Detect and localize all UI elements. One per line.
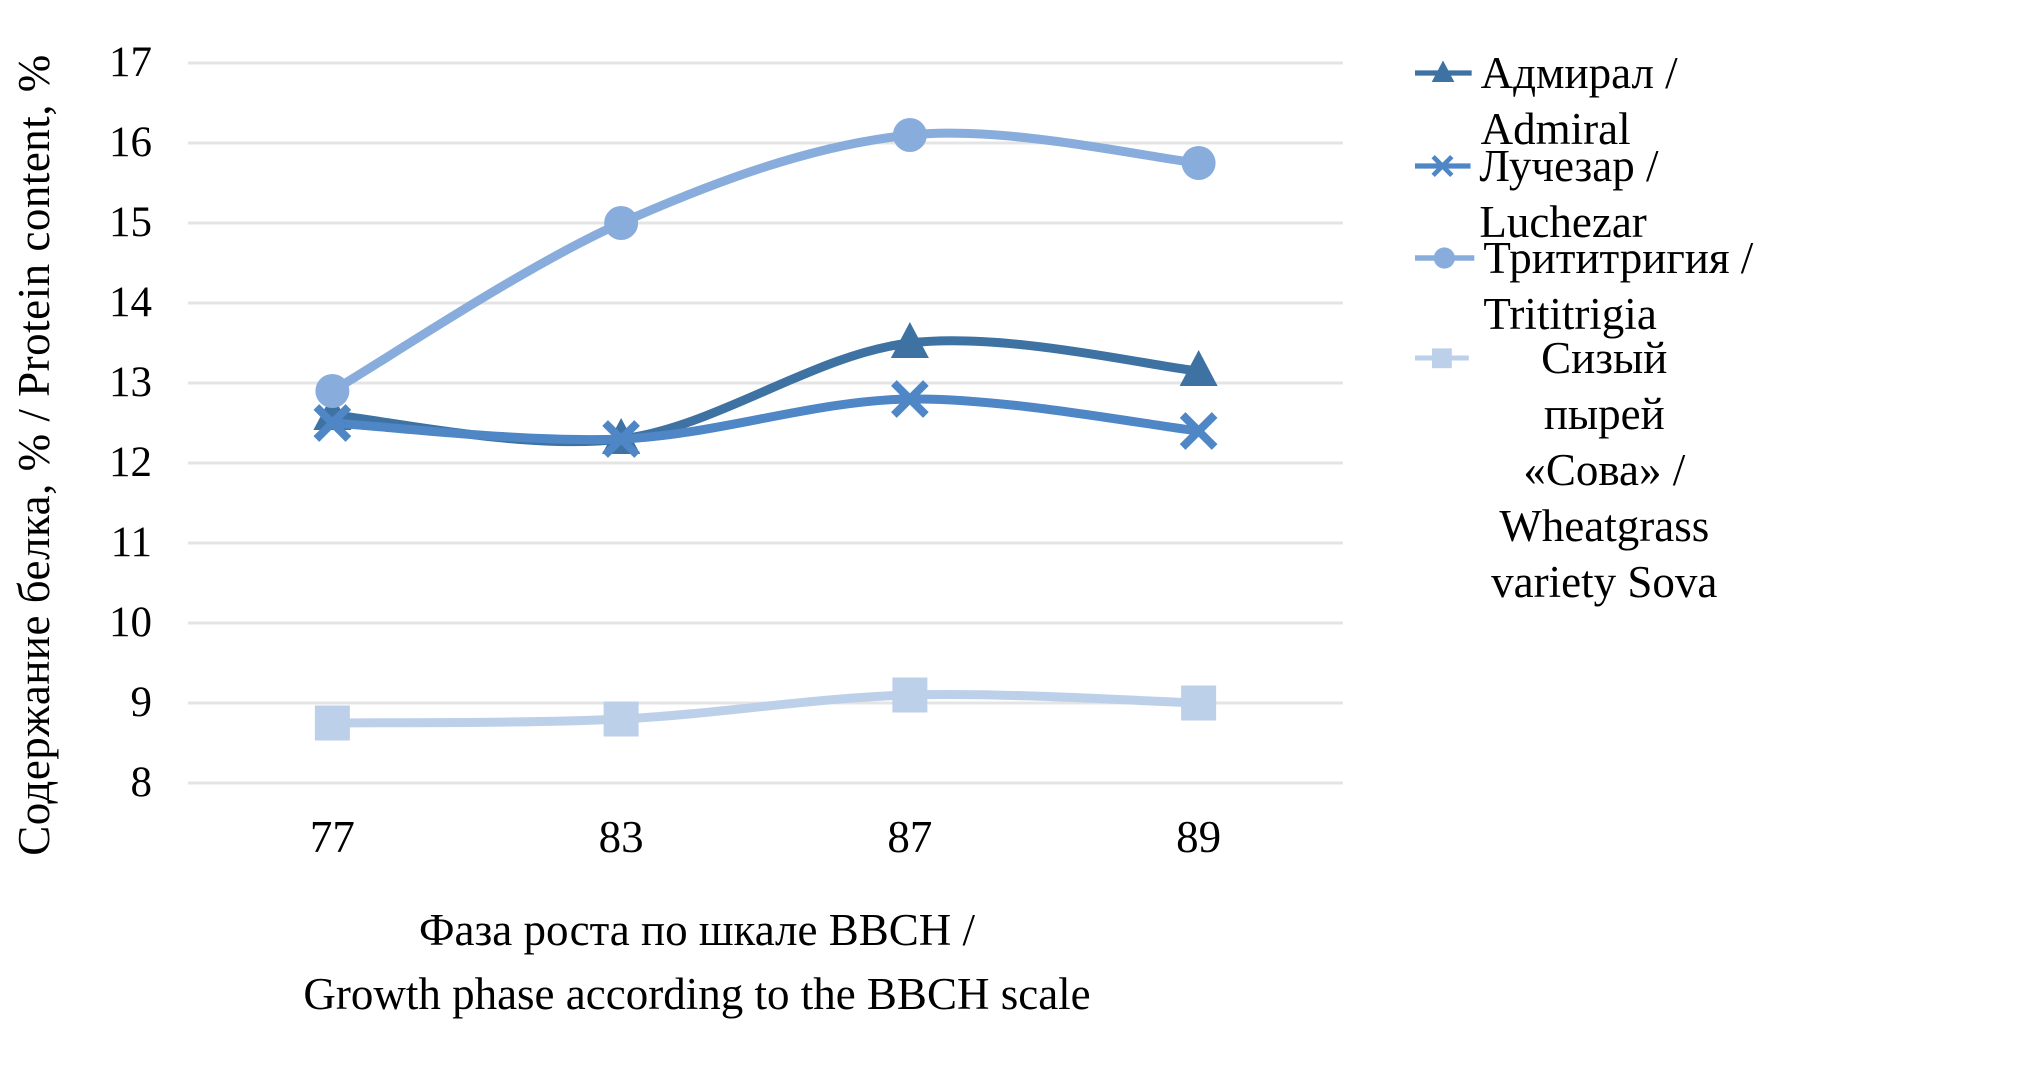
x-tick-label: 87 xyxy=(887,812,933,862)
marker-square xyxy=(1181,685,1217,721)
marker-circle xyxy=(1181,146,1216,180)
marker-x xyxy=(891,380,929,418)
legend-marker-x xyxy=(1415,155,1471,177)
marker-square xyxy=(603,701,639,737)
series-line xyxy=(327,690,1204,728)
marker-triangle xyxy=(1179,350,1218,386)
legend-marker-shape xyxy=(1431,348,1452,369)
y-axis-title: Содержание белка, % / Protein content, % xyxy=(9,54,59,856)
y-tick-label: 15 xyxy=(109,199,152,246)
marker-x xyxy=(313,404,352,442)
legend-marker-triangle xyxy=(1415,60,1472,82)
legend-label: Лучезар / Luchezar xyxy=(1479,141,1659,247)
legend-item: Сизый пырей «Сова» / Wheatgrass variety … xyxy=(1415,330,1731,610)
legend-marker-shape xyxy=(1431,155,1454,177)
legend-item: Адмирал / Admiral xyxy=(1415,45,1694,157)
x-tick-label: 77 xyxy=(309,812,355,862)
legend-label: Адмирал / Admiral xyxy=(1480,48,1678,154)
legend-marker-circle xyxy=(1415,247,1475,269)
marker-square xyxy=(892,677,928,713)
legend-marker-shape xyxy=(1431,60,1455,82)
series-line xyxy=(327,336,1204,447)
y-tick-label: 12 xyxy=(109,439,152,486)
marker-x xyxy=(602,420,640,458)
legend-item: Лучезар / Luchezar xyxy=(1415,138,1688,250)
marker-x xyxy=(1179,412,1218,450)
y-tick-label: 16 xyxy=(109,119,152,166)
x-axis-title-line2: Growth phase according to the BBCH scale xyxy=(303,969,1091,1019)
marker-square xyxy=(314,705,350,741)
series-line xyxy=(327,394,1204,445)
marker-triangle xyxy=(890,322,929,358)
y-tick-label: 11 xyxy=(110,519,152,566)
x-axis-title-line1: Фаза роста по шкале BBCH / xyxy=(418,905,976,955)
x-tick-label: 89 xyxy=(1176,812,1222,862)
legend-label: Сизый пырей «Сова» / Wheatgrass variety … xyxy=(1491,333,1718,607)
legend-marker-square xyxy=(1415,348,1469,369)
legend-label: Трититригия / Trititrigia xyxy=(1483,233,1754,339)
y-tick-label: 9 xyxy=(130,679,153,726)
x-axis-title: Фаза роста по шкале BBCH / Growth phase … xyxy=(303,898,1090,1026)
legend-item: Трититригия / Trititrigia xyxy=(1415,230,1767,342)
y-tick-label: 8 xyxy=(130,759,153,806)
marker-circle xyxy=(604,206,639,240)
legend-marker-shape xyxy=(1433,247,1455,269)
marker-circle xyxy=(892,118,927,152)
y-tick-label: 14 xyxy=(109,279,152,326)
y-tick-label: 10 xyxy=(109,599,152,646)
x-tick-label: 83 xyxy=(598,812,644,862)
marker-circle xyxy=(315,374,350,408)
y-tick-label: 13 xyxy=(109,359,152,406)
y-tick-label: 17 xyxy=(109,39,152,86)
series-line xyxy=(327,128,1204,396)
